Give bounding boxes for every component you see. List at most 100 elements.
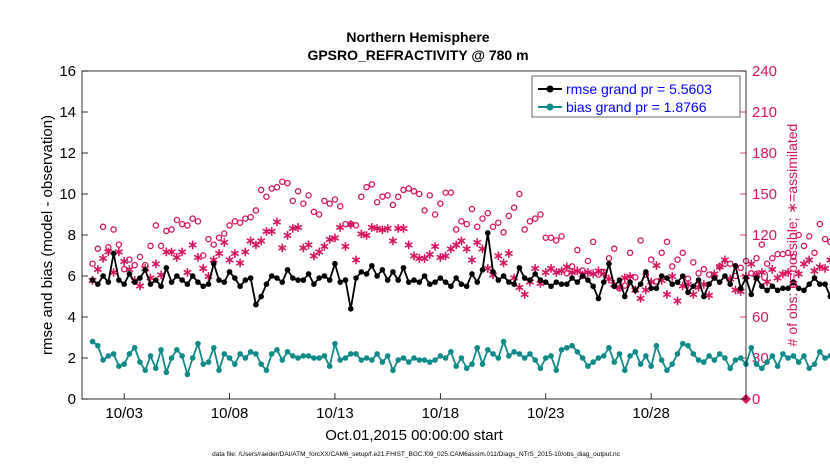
bias-point	[600, 353, 607, 359]
bias-point	[816, 349, 823, 355]
bias-point	[137, 359, 143, 365]
obs-assimilated-point: ∗	[424, 247, 435, 262]
y-tick-label: 16	[59, 63, 76, 80]
obs-possible-point	[510, 204, 518, 211]
obs-assimilated-point: ∗	[440, 248, 451, 263]
obs-possible-point	[405, 185, 412, 192]
rmse-point	[226, 269, 233, 275]
bias-point	[442, 355, 449, 361]
obs-assimilated-point: ∗	[340, 238, 351, 253]
rmse-point	[100, 273, 106, 279]
rmse-point	[332, 260, 338, 267]
bias-point	[390, 367, 396, 374]
obs-assimilated-point: ∗	[814, 259, 825, 274]
rmse-point	[569, 275, 575, 281]
bias-point	[822, 355, 828, 361]
obs-assimilated-point: ∗	[683, 277, 694, 292]
rmse-point	[152, 277, 159, 283]
rmse-point	[506, 279, 512, 285]
obs-possible-point	[421, 207, 428, 214]
rmse-point	[131, 279, 138, 285]
obs-possible-point	[784, 249, 792, 257]
rmse-point	[258, 293, 264, 300]
rmse-point	[574, 279, 581, 285]
bias-point	[237, 351, 243, 357]
bias-point	[274, 347, 280, 353]
bias-point	[195, 340, 201, 347]
bias-point	[469, 361, 475, 367]
obs-assimilated-point: ∗	[393, 221, 404, 236]
obs-assimilated-point: ∗	[182, 264, 193, 279]
rmse-point	[358, 269, 365, 275]
y2-tick-label: 60	[752, 309, 769, 326]
rmse-point	[221, 279, 228, 285]
bias-point	[458, 355, 465, 361]
obs-possible-point	[479, 215, 486, 222]
obs-possible-point	[416, 190, 423, 198]
obs-assimilated-point: ∗	[477, 241, 488, 256]
obs-possible-point	[379, 193, 386, 200]
bias-point	[490, 351, 496, 357]
rmse-point	[374, 273, 380, 279]
chart-subtitle: GPSRO_REFRACTIVITY @ 780 m	[307, 47, 528, 63]
bias-point	[405, 359, 412, 365]
obs-possible-point	[626, 249, 634, 257]
rmse-point	[521, 275, 528, 281]
obs-possible-point	[389, 201, 397, 209]
obs-possible-point	[373, 198, 381, 206]
bias-point	[511, 349, 517, 355]
obs-possible-point	[584, 257, 592, 265]
bias-point	[242, 355, 249, 361]
obs-assimilated-point: ∗	[208, 252, 219, 267]
x-tick-label: 10/23	[527, 405, 565, 422]
obs-assimilated-point: ∗	[319, 238, 330, 253]
bias-point	[163, 369, 170, 376]
bias-point	[421, 357, 428, 363]
legend-rmse-label: rmse grand pr = 5.5603	[566, 81, 712, 97]
rmse-point	[643, 269, 649, 275]
obs-possible-point	[294, 188, 302, 195]
rmse-point	[474, 279, 481, 285]
obs-assimilated-point: ∗	[820, 260, 830, 275]
rmse-point	[337, 279, 344, 285]
y-tick-label: 12	[59, 145, 76, 162]
obs-assimilated-point: ∗	[688, 286, 699, 301]
bias-point	[311, 355, 317, 361]
obs-assimilated-point: ∗	[235, 255, 246, 270]
obs-possible-point	[426, 192, 434, 199]
rmse-point	[611, 283, 618, 290]
y-tick-label: 14	[59, 104, 76, 121]
rmse-point	[195, 279, 201, 285]
rmse-point	[585, 277, 591, 283]
rmse-point	[764, 287, 770, 294]
obs-assimilated-point: ∗	[430, 238, 441, 253]
obs-assimilated-point: ∗	[166, 244, 177, 259]
bias-point	[516, 351, 523, 357]
bias-point	[279, 357, 286, 363]
obs-possible-point	[284, 179, 291, 187]
obs-assimilated-point: ∗	[224, 252, 235, 267]
bias-point	[521, 355, 528, 361]
obs-assimilated-point: ∗	[551, 264, 562, 279]
obs-assimilated-point: ∗	[329, 230, 340, 245]
obs-assimilated-point: ∗	[614, 279, 625, 294]
rmse-point	[242, 277, 249, 283]
bias-point	[463, 365, 470, 372]
obs-possible-point	[690, 259, 697, 266]
bias-point	[289, 353, 296, 359]
obs-assimilated-point: ∗	[625, 269, 636, 284]
bias-point	[790, 353, 797, 359]
obs-assimilated-point: ∗	[414, 251, 425, 266]
obs-assimilated-point: ∗	[672, 293, 683, 308]
bias-point	[158, 347, 164, 353]
obs-possible-point	[695, 270, 702, 277]
rmse-point	[369, 262, 375, 269]
bias-point	[353, 351, 359, 357]
obs-assimilated-point: ∗	[772, 270, 783, 285]
rmse-point	[342, 277, 349, 283]
obs-possible-point	[321, 197, 328, 205]
bias-point	[574, 349, 581, 355]
obs-possible-point	[336, 203, 344, 210]
bias-point	[152, 365, 159, 372]
bias-point	[332, 340, 338, 347]
